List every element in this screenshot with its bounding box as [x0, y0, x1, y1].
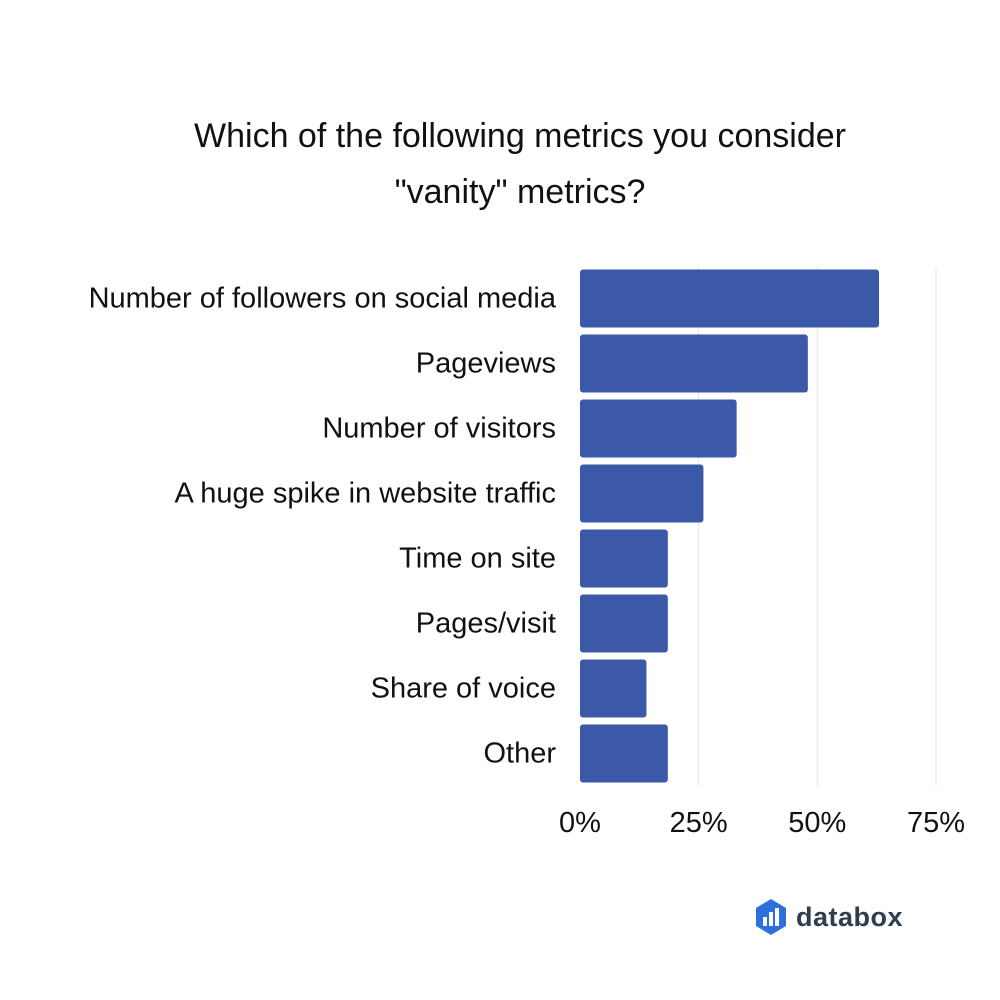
category-label-3: A huge spike in website traffic: [174, 478, 556, 510]
bar-0: [580, 269, 880, 328]
bar-3: [580, 464, 704, 523]
chart-title: Which of the following metrics you consi…: [100, 108, 940, 220]
category-labels: Number of followers on social media Pagev…: [89, 283, 557, 770]
bar-5: [580, 594, 668, 653]
category-label-5: Pages/visit: [416, 608, 556, 640]
category-label-2: Number of visitors: [322, 413, 556, 445]
bar-7: [580, 724, 668, 783]
bars: [580, 269, 880, 783]
databox-logo-icon: [756, 899, 786, 935]
category-label-6: Share of voice: [371, 673, 556, 705]
x-tick-label-1: 25%: [670, 807, 728, 839]
category-label-4: Time on site: [399, 543, 556, 575]
bar-2: [580, 399, 737, 458]
databox-brand: databox: [754, 897, 903, 937]
x-tick-label-3: 75%: [907, 807, 965, 839]
category-label-0: Number of followers on social media: [89, 283, 557, 315]
x-tick-label-2: 50%: [788, 807, 846, 839]
bar-4: [580, 529, 668, 588]
chart-title-line-2: "vanity" metrics?: [394, 173, 646, 211]
category-label-7: Other: [483, 738, 556, 770]
chart-title-line-1: Which of the following metrics you consi…: [194, 117, 846, 155]
x-axis-tick-labels: 0% 25% 50% 75%: [559, 807, 965, 839]
brand-name: databox: [796, 901, 904, 932]
bar-6: [580, 659, 647, 718]
x-tick-label-0: 0%: [559, 807, 601, 839]
category-label-1: Pageviews: [416, 348, 556, 380]
bar-1: [580, 334, 808, 393]
